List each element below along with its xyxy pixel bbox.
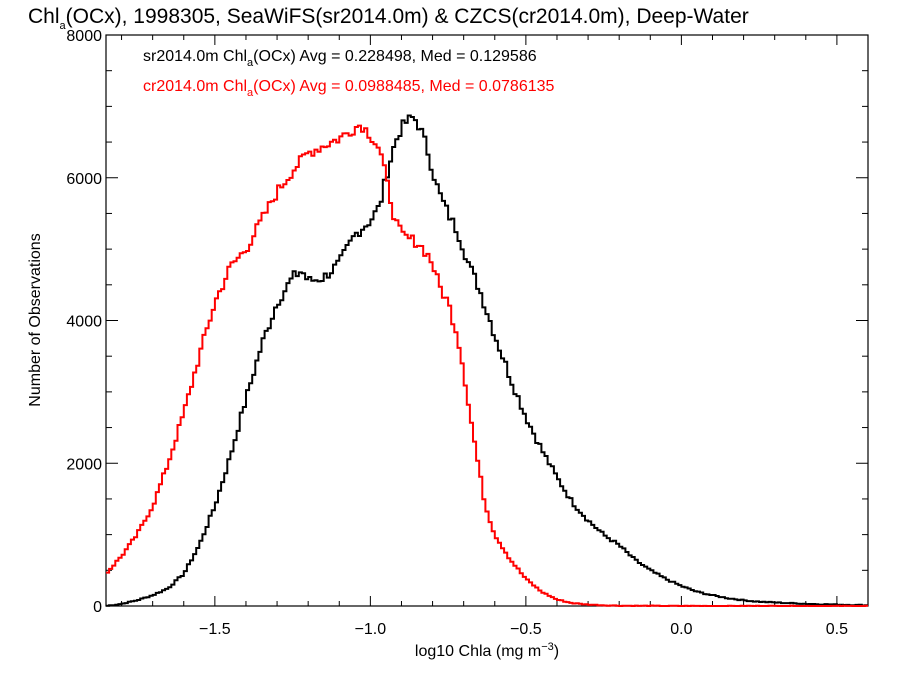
chart-title-sub: a bbox=[60, 20, 67, 32]
axis-ticks bbox=[106, 34, 869, 607]
y-tick-label: 8000 bbox=[66, 28, 102, 45]
annotation-cr2014-pre: cr2014.0m Chl bbox=[143, 78, 247, 95]
plot-frame bbox=[105, 34, 869, 607]
x-axis-label-post: ) bbox=[554, 643, 559, 660]
series-line-1 bbox=[106, 124, 868, 607]
x-tick-label: −1.0 bbox=[355, 621, 387, 638]
annotation-sr2014: sr2014.0m Chla(OCx) Avg = 0.228498, Med … bbox=[143, 48, 537, 69]
x-tick-label: −1.5 bbox=[199, 621, 231, 638]
chart-title: Chla(OCx), 1998305, SeaWiFS(sr2014.0m) &… bbox=[28, 5, 749, 32]
y-axis-label: Number of Observations bbox=[27, 233, 44, 406]
series-line-0 bbox=[106, 114, 868, 607]
y-tick-label: 0 bbox=[93, 599, 102, 616]
chart-title-pre: Chl bbox=[28, 5, 60, 28]
y-tick-label: 6000 bbox=[66, 171, 102, 188]
annotation-cr2014: cr2014.0m Chla(OCx) Avg = 0.0988485, Med… bbox=[143, 78, 555, 99]
annotation-cr2014-sub: a bbox=[247, 87, 254, 99]
axis-tick-labels: −1.5 −1.0 −0.5 0.0 0.5 0 2000 4000 6000 8000 bbox=[66, 28, 848, 638]
x-axis-label-sup: −3 bbox=[541, 641, 554, 653]
chart-title-post: (OCx), 1998305, SeaWiFS(sr2014.0m) & CZC… bbox=[66, 5, 749, 28]
x-tick-label: −0.5 bbox=[510, 621, 542, 638]
x-axis-label-pre: log10 Chla (mg m bbox=[415, 643, 541, 660]
y-tick-label: 4000 bbox=[66, 314, 102, 331]
annotation-cr2014-post: (OCx) Avg = 0.0988485, Med = 0.0786135 bbox=[253, 78, 554, 95]
x-tick-label: 0.0 bbox=[670, 621, 692, 638]
data-series bbox=[106, 114, 868, 607]
annotation-sr2014-post: (OCx) Avg = 0.228498, Med = 0.129586 bbox=[253, 48, 537, 65]
annotation-sr2014-sub: a bbox=[247, 57, 254, 69]
annotation-sr2014-pre: sr2014.0m Chl bbox=[143, 48, 247, 65]
x-axis-label: log10 Chla (mg m−3) bbox=[415, 641, 559, 660]
y-tick-label: 2000 bbox=[66, 456, 102, 473]
x-tick-label: 0.5 bbox=[826, 621, 848, 638]
